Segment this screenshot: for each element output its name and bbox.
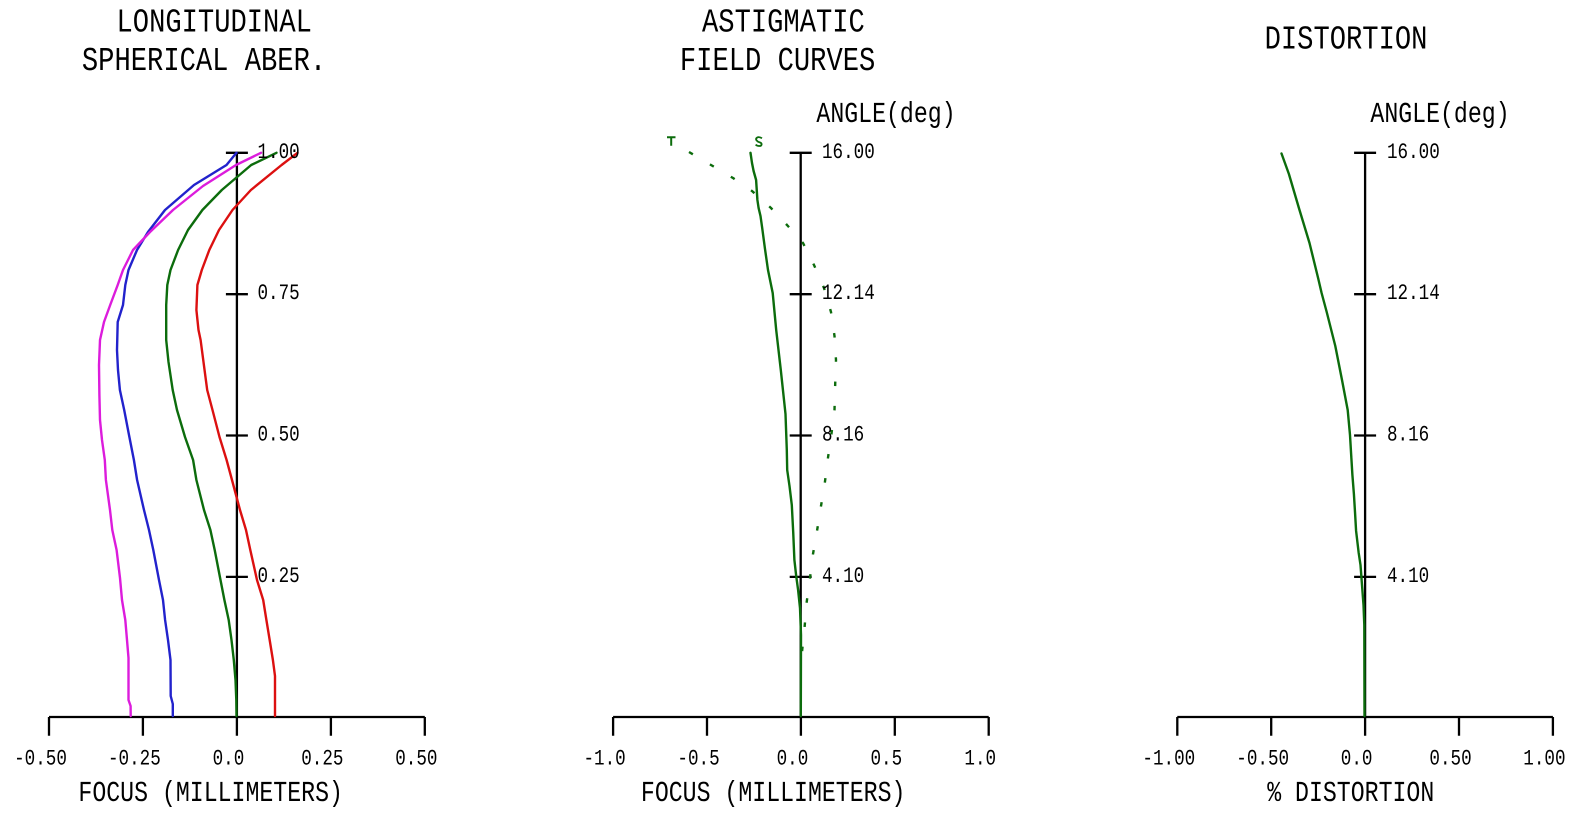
svg-text:SPHERICAL ABER.: SPHERICAL ABER. — [82, 43, 326, 81]
svg-text:% DISTORTION: % DISTORTION — [1267, 777, 1434, 810]
svg-text:LONGITUDINAL: LONGITUDINAL — [117, 4, 312, 42]
svg-text:1.0: 1.0 — [964, 746, 996, 771]
svg-text:8.16: 8.16 — [822, 423, 864, 448]
svg-text:12.14: 12.14 — [1387, 281, 1440, 306]
svg-text:-0.50: -0.50 — [14, 746, 67, 771]
svg-text:FIELD CURVES: FIELD CURVES — [680, 43, 875, 81]
svg-text:4.10: 4.10 — [822, 564, 864, 589]
svg-text:0.25: 0.25 — [258, 564, 300, 589]
svg-text:16.00: 16.00 — [822, 140, 875, 165]
svg-text:FOCUS (MILLIMETERS): FOCUS (MILLIMETERS) — [78, 777, 343, 810]
svg-text:-1.00: -1.00 — [1142, 746, 1195, 771]
svg-text:12.14: 12.14 — [822, 281, 875, 306]
svg-text:1.00: 1.00 — [1523, 746, 1565, 771]
svg-text:16.00: 16.00 — [1387, 140, 1440, 165]
svg-text:0.50: 0.50 — [1429, 746, 1471, 771]
svg-text:1.00: 1.00 — [258, 140, 300, 165]
svg-text:-0.25: -0.25 — [108, 746, 161, 771]
svg-text:ASTIGMATIC: ASTIGMATIC — [702, 4, 865, 42]
svg-text:0.0: 0.0 — [1341, 746, 1373, 771]
svg-text:ANGLE(deg): ANGLE(deg) — [816, 98, 955, 131]
svg-text:0.75: 0.75 — [258, 281, 300, 306]
svg-text:FOCUS (MILLIMETERS): FOCUS (MILLIMETERS) — [641, 777, 906, 810]
svg-text:8.16: 8.16 — [1387, 423, 1429, 448]
svg-text:0.50: 0.50 — [395, 746, 437, 771]
svg-text:0.0: 0.0 — [777, 746, 809, 771]
svg-text:-0.5: -0.5 — [677, 746, 719, 771]
svg-text:DISTORTION: DISTORTION — [1265, 22, 1428, 60]
svg-text:0.50: 0.50 — [258, 423, 300, 448]
svg-text:0.0: 0.0 — [213, 746, 245, 771]
svg-text:-1.0: -1.0 — [584, 746, 626, 771]
svg-text:ANGLE(deg): ANGLE(deg) — [1370, 98, 1509, 131]
svg-text:0.5: 0.5 — [871, 746, 903, 771]
svg-text:-0.50: -0.50 — [1236, 746, 1289, 771]
svg-text:0.25: 0.25 — [301, 746, 343, 771]
svg-text:4.10: 4.10 — [1387, 564, 1429, 589]
